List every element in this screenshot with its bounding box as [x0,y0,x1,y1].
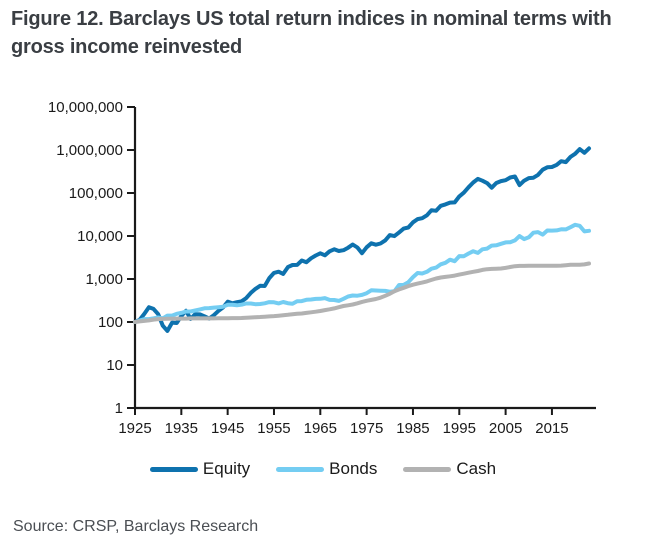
chart-legend: Equity Bonds Cash [0,456,646,482]
legend-label-bonds: Bonds [329,459,378,478]
legend-swatch-equity-line [149,466,198,472]
legend-item-bonds: Bonds [276,459,377,479]
bonds-line [133,222,591,324]
y-tick-label: 100,000 [69,185,123,202]
legend-swatch-cash-line [403,466,452,472]
x-tick-label: 1925 [118,420,151,437]
legend-label-cash: Cash [456,459,497,478]
y-tick-label: 100 [98,314,123,331]
x-tick-label: 1945 [211,420,244,437]
axis-lines [133,107,596,410]
legend-swatch-bonds-line [276,466,325,472]
y-tick-label: 1,000 [85,271,123,288]
x-tick-label: 1995 [443,420,476,437]
x-tick-label: 2005 [489,420,522,437]
legend-item-equity: Equity [149,459,251,479]
y-tick-label: 10,000,000 [48,99,123,116]
y-tick-label: 10 [106,357,123,374]
cash-line [133,261,591,324]
figure-title: Figure 12. Barclays US total return indi… [11,8,612,58]
legend-label-equity: Equity [202,459,251,478]
x-tick-label: 2015 [535,420,568,437]
x-tick-label: 1985 [396,420,429,437]
source-note: Source: CRSP, Barclays Research [13,518,259,535]
y-tick-label: 10,000 [77,228,123,245]
x-tick-label: 1975 [350,420,383,437]
x-tick-label: 1965 [304,420,337,437]
y-tick-label: 1 [115,400,123,417]
x-tick-label: 1955 [257,420,290,437]
legend-item-cash: Cash [403,459,496,479]
x-tick-label: 1935 [165,420,198,437]
y-tick-label: 1,000,000 [56,142,123,159]
